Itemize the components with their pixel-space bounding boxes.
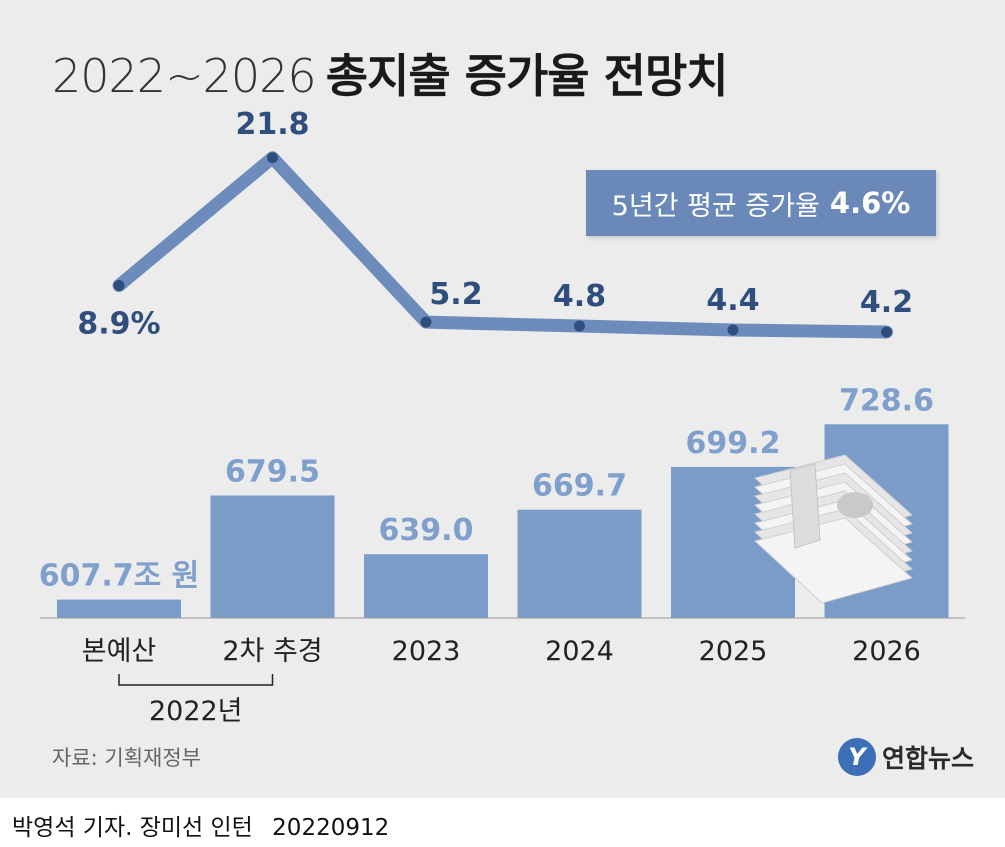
group-label: 2022년: [149, 696, 243, 727]
bar-0: [57, 599, 181, 618]
credit-date: 20220912: [272, 815, 390, 841]
money-stack-icon: [753, 454, 914, 604]
logo-text: 연합뉴스: [882, 744, 975, 773]
bar-label-2: 639.0: [379, 513, 474, 548]
line-label-4: 4.4: [706, 283, 759, 318]
category-label-2: 2023: [392, 636, 461, 667]
line-label-1: 21.8: [235, 107, 309, 142]
group-bracket: [118, 674, 274, 686]
bar-3: [517, 509, 642, 618]
category-label-4: 2025: [699, 636, 768, 667]
yonhap-logo: Y 연합뉴스: [838, 738, 974, 776]
growth-point-1: [267, 152, 278, 164]
growth-point-3: [574, 320, 585, 332]
bar-label-5: 728.6: [839, 383, 934, 418]
bar-label-4: 699.2: [686, 426, 781, 461]
average-growth-label: 5년간 평균 증가율: [611, 190, 820, 222]
growth-point-2: [420, 316, 432, 328]
credit-author: 박영석 기자. 장미선 인턴: [12, 815, 253, 841]
line-label-2: 5.2: [429, 277, 482, 312]
growth-point-4: [727, 324, 739, 336]
bar-label-1: 679.5: [225, 454, 320, 489]
average-growth-value: 4.6%: [829, 186, 911, 220]
line-label-5: 4.2: [860, 285, 913, 320]
average-growth-badge: 5년간 평균 증가율 4.6%: [586, 170, 936, 236]
category-label-0: 본예산: [82, 636, 157, 667]
logo-mark-icon: Y: [838, 738, 876, 776]
credit-line: 박영석 기자. 장미선 인턴 20220912: [12, 808, 389, 842]
source-note: 자료: 기획재정부: [52, 746, 201, 770]
category-label-5: 2026: [852, 636, 921, 667]
growth-line: [112, 151, 893, 339]
bar-label-0: 607.7조 원: [39, 559, 200, 594]
page-title: 2022~2026 총지출 증가율 전망치: [52, 40, 729, 110]
title-main: 총지출 증가율 전망치: [325, 49, 729, 103]
line-label-0: 8.9%: [77, 306, 160, 341]
chart-panel: [0, 0, 1005, 798]
category-label-3: 2024: [545, 636, 614, 667]
category-label-1: 2차 추경: [222, 636, 322, 667]
bar-2: [364, 554, 488, 618]
title-years: 2022~2026: [52, 49, 317, 103]
bar-label-3: 669.7: [532, 469, 627, 504]
line-label-3: 4.8: [553, 279, 606, 314]
bar-line-chart: 607.7조 원 679.5 639.0 669.7 699.2 728.6 8.9% 21.…: [39, 107, 965, 727]
growth-point-5: [881, 326, 892, 338]
growth-point-0: [113, 279, 125, 291]
bar-1: [210, 495, 335, 618]
